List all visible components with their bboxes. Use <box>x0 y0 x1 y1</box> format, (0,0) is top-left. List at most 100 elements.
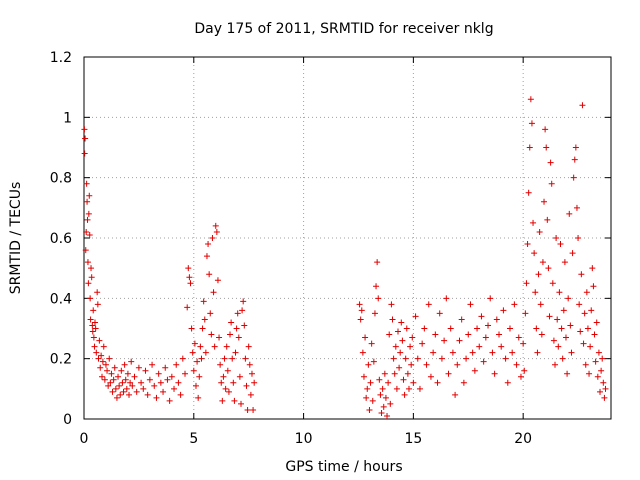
data-point <box>175 379 182 386</box>
data-point <box>87 316 94 323</box>
data-point <box>408 361 415 368</box>
y-tick-label: 0 <box>63 412 72 428</box>
data-point <box>85 280 92 287</box>
data-point <box>571 156 578 163</box>
data-point <box>243 382 250 389</box>
data-point <box>487 295 494 302</box>
data-point <box>227 331 234 338</box>
data-point <box>414 355 421 362</box>
data-point <box>598 367 605 374</box>
data-point <box>231 397 238 404</box>
data-point <box>460 379 467 386</box>
y-tick-label: 0.6 <box>50 231 72 247</box>
data-point <box>108 370 115 377</box>
data-point <box>588 307 595 314</box>
data-point <box>500 307 507 314</box>
data-point <box>81 150 88 157</box>
data-point <box>195 394 202 401</box>
data-point <box>504 379 511 386</box>
data-point <box>236 373 243 380</box>
data-point <box>556 289 563 296</box>
data-point <box>194 358 201 365</box>
data-point <box>564 370 571 377</box>
data-point <box>162 364 169 371</box>
data-point <box>547 159 554 166</box>
data-point <box>362 334 369 341</box>
data-point <box>366 406 373 413</box>
data-point <box>219 397 226 404</box>
data-point <box>412 313 419 320</box>
data-point <box>376 376 383 383</box>
data-point <box>432 331 439 338</box>
data-point <box>216 334 223 341</box>
data-point <box>530 219 537 226</box>
data-point <box>89 328 96 335</box>
data-point <box>238 400 245 407</box>
data-point <box>359 349 366 356</box>
data-point <box>515 334 522 341</box>
data-point <box>124 370 131 377</box>
data-point <box>81 126 88 133</box>
data-point <box>84 198 91 205</box>
y-tick-label: 0.4 <box>50 291 72 307</box>
chart-title: Day 175 of 2011, SRMTID for receiver nkl… <box>194 21 493 37</box>
data-point <box>573 204 580 211</box>
data-point <box>552 361 559 368</box>
data-point <box>527 96 534 103</box>
data-point <box>208 331 215 338</box>
data-point <box>410 379 417 386</box>
data-point <box>112 385 119 392</box>
data-point <box>427 373 434 380</box>
data-point <box>399 337 406 344</box>
data-point <box>107 379 114 386</box>
data-point <box>388 301 395 308</box>
data-point <box>379 385 386 392</box>
data-point <box>209 235 216 241</box>
data-point <box>129 382 136 389</box>
data-point <box>528 120 535 127</box>
data-point <box>84 216 91 223</box>
data-point <box>86 192 93 199</box>
data-point <box>210 289 217 296</box>
data-point <box>558 325 565 332</box>
data-point <box>482 334 489 341</box>
data-point <box>192 382 199 389</box>
data-point <box>111 364 118 371</box>
data-point <box>177 391 184 398</box>
data-point <box>187 280 194 287</box>
data-point <box>425 301 432 308</box>
data-point <box>576 301 583 308</box>
data-point <box>539 259 546 266</box>
data-point <box>579 102 586 109</box>
data-point <box>521 367 528 374</box>
data-point <box>548 180 555 187</box>
y-tick-label: 0.2 <box>50 352 72 368</box>
data-point <box>364 385 371 392</box>
data-point <box>517 373 524 380</box>
data-point <box>385 379 392 386</box>
data-point <box>592 358 599 365</box>
data-point <box>561 259 568 266</box>
data-point <box>91 343 98 350</box>
data-point <box>179 355 186 362</box>
data-point <box>567 322 574 329</box>
data-point <box>229 355 236 362</box>
data-point <box>206 271 213 278</box>
data-point <box>245 343 252 350</box>
data-point <box>407 343 414 350</box>
data-point <box>485 322 492 329</box>
data-point <box>127 379 134 386</box>
data-point <box>110 376 117 383</box>
data-point <box>390 355 397 362</box>
data-point <box>402 355 409 362</box>
data-point <box>98 352 105 359</box>
data-point <box>116 382 123 389</box>
data-point <box>248 370 255 377</box>
data-point <box>207 310 214 317</box>
data-point <box>375 295 382 302</box>
data-point <box>562 334 569 341</box>
data-point <box>447 325 454 332</box>
data-point <box>520 340 527 347</box>
data-point <box>126 391 133 398</box>
